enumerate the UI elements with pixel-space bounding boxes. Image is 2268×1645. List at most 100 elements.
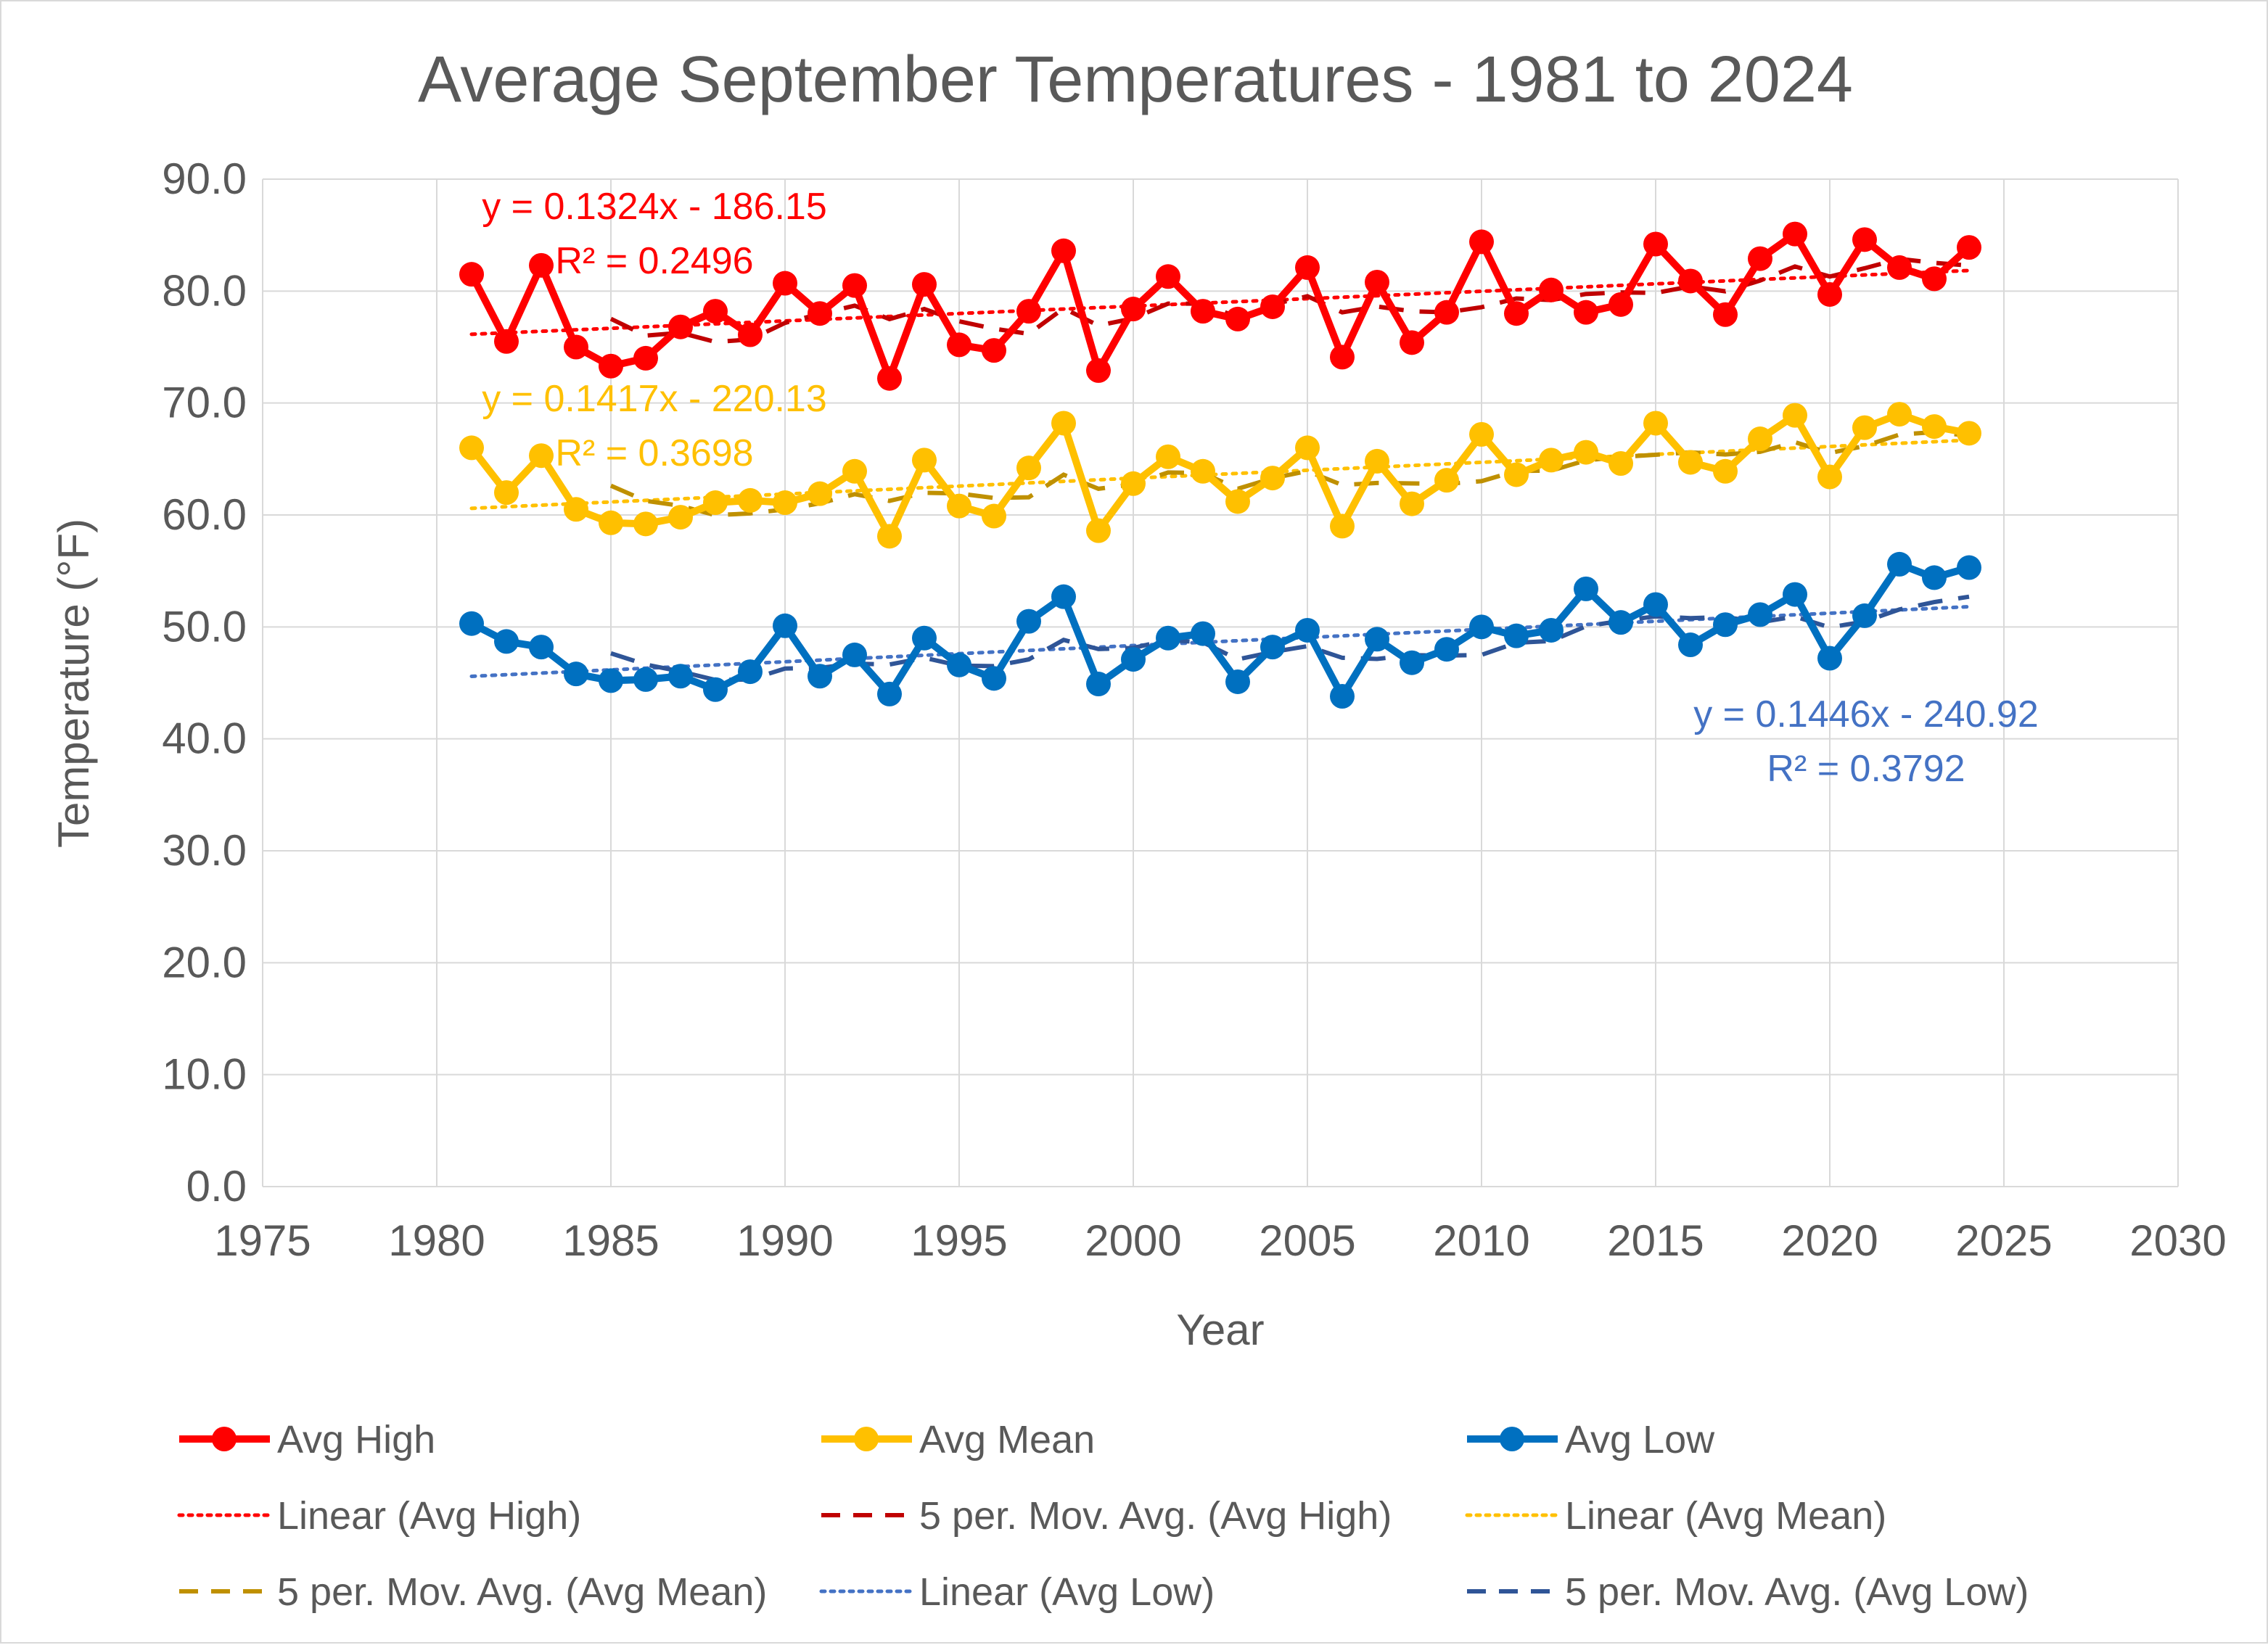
y-tick-label: 30.0: [162, 826, 247, 875]
data-point: [1225, 669, 1250, 694]
data-point: [459, 435, 484, 461]
data-point: [1365, 448, 1389, 474]
chart-title: Average September Temperatures - 1981 to…: [418, 44, 1853, 116]
legend-entry: Avg Low: [1467, 1418, 1715, 1461]
data-point: [564, 497, 588, 522]
x-tick-label: 2010: [1433, 1216, 1529, 1265]
data-point: [1191, 299, 1215, 324]
x-tick-label: 2025: [1955, 1216, 2052, 1265]
data-point: [1678, 450, 1703, 475]
data-point: [1678, 268, 1703, 294]
data-point: [1434, 300, 1459, 325]
data-point: [842, 458, 867, 484]
trendline-equation: y = 0.1417x - 220.13: [482, 378, 827, 420]
data-point: [947, 493, 971, 519]
legend-entry: 5 per. Mov. Avg. (Avg Mean): [179, 1570, 767, 1614]
data-point: [1330, 345, 1355, 370]
data-point: [1469, 614, 1494, 640]
linear-trendline: [469, 268, 1971, 337]
data-point: [494, 329, 519, 354]
gridlines: [262, 178, 2179, 1187]
data-point: [1295, 617, 1320, 643]
data-point: [633, 511, 658, 537]
legend-marker-swatch: [212, 1427, 237, 1451]
data-point: [1191, 458, 1215, 484]
data-point: [1260, 635, 1285, 660]
legend-marker-swatch: [1500, 1427, 1524, 1451]
data-point: [1225, 489, 1250, 514]
data-point: [1260, 294, 1285, 319]
trendline-equation: y = 0.1324x - 186.15: [482, 186, 827, 228]
data-point: [1400, 491, 1424, 516]
data-point: [842, 273, 867, 298]
data-point: [668, 505, 693, 530]
y-tick-label: 50.0: [162, 602, 247, 651]
data-point: [1748, 426, 1772, 452]
x-tick-label: 2015: [1607, 1216, 1704, 1265]
data-point: [494, 480, 519, 506]
data-point: [1957, 235, 1981, 260]
data-point: [1051, 238, 1076, 263]
data-point: [912, 448, 937, 473]
y-tick-label: 20.0: [162, 938, 247, 986]
data-point: [1678, 632, 1703, 658]
data-point: [1156, 444, 1180, 469]
trendline-equation: y = 0.1446x - 240.92: [1693, 693, 2039, 735]
data-point: [1817, 464, 1842, 490]
data-point: [529, 443, 554, 469]
data-point: [1817, 281, 1842, 307]
legend-marker-swatch: [854, 1427, 879, 1451]
x-tick-label: 1995: [911, 1216, 1007, 1265]
data-point: [912, 272, 937, 297]
trendline-r-squared: R² = 0.3792: [1767, 748, 1965, 790]
data-point: [1504, 301, 1529, 326]
data-point: [1608, 451, 1633, 477]
data-point: [599, 353, 623, 379]
legend-label: Avg Low: [1565, 1418, 1715, 1461]
y-tick-label: 10.0: [162, 1050, 247, 1099]
data-point: [1748, 246, 1772, 271]
data-point: [1086, 518, 1111, 543]
x-tick-label: 1985: [562, 1216, 659, 1265]
data-point: [808, 301, 832, 326]
legend-label: Linear (Avg High): [277, 1494, 581, 1538]
data-point: [1156, 264, 1180, 289]
data-point: [1156, 625, 1180, 651]
data-point: [773, 271, 797, 296]
data-point: [1086, 672, 1111, 697]
legend-entry: Linear (Avg Mean): [1465, 1494, 1886, 1538]
legend-label: Linear (Avg Low): [919, 1570, 1215, 1614]
data-point: [1713, 302, 1738, 327]
trendline-equations: y = 0.1324x - 186.15 R² = 0.2496 y = 0.141…: [482, 186, 2039, 790]
data-point: [1957, 555, 1981, 580]
legend-entry: 5 per. Mov. Avg. (Avg Low): [1467, 1570, 2029, 1614]
data-point: [1643, 231, 1668, 257]
legend-entry: Linear (Avg Low): [819, 1570, 1215, 1614]
data-point: [1365, 269, 1389, 294]
y-axis-title: Temperature (°F): [49, 519, 98, 848]
data-point: [1713, 458, 1738, 484]
data-point: [564, 661, 588, 687]
data-point: [877, 681, 902, 706]
data-point: [1957, 421, 1981, 446]
moving-average-trendline: [609, 429, 1970, 518]
data-point: [982, 503, 1006, 529]
data-point: [668, 664, 693, 689]
data-point: [633, 345, 658, 371]
data-point: [1260, 466, 1285, 491]
x-tick-label: 2030: [2129, 1216, 2226, 1265]
x-tick-label: 2005: [1259, 1216, 1355, 1265]
data-point: [529, 635, 554, 660]
x-tick-label: 2000: [1085, 1216, 1181, 1265]
data-point: [1922, 565, 1947, 590]
data-point: [1016, 455, 1041, 481]
y-tick-label: 60.0: [162, 490, 247, 539]
data-point: [1434, 637, 1459, 662]
data-point: [459, 262, 484, 287]
data-point: [1887, 255, 1912, 280]
data-point: [1748, 602, 1772, 627]
data-point: [1051, 411, 1076, 436]
data-point: [1086, 358, 1111, 383]
